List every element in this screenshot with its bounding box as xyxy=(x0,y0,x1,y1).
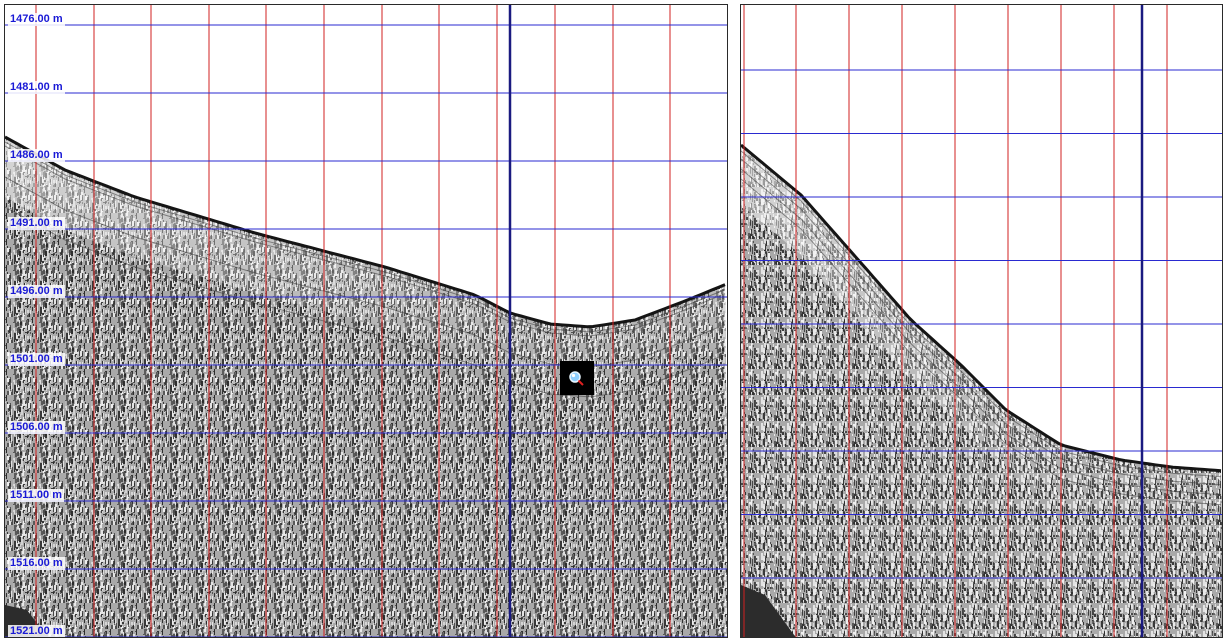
depth-label: 1511.00 m xyxy=(8,489,64,502)
depth-label: 1521.00 m xyxy=(8,625,65,637)
seismic-profile-left-panel[interactable]: 1476.00 m 1481.00 m 1486.00 m 1491.00 m 1496… xyxy=(4,4,728,638)
sub-bottom-reflector xyxy=(5,206,726,398)
seabed-reflector xyxy=(5,135,726,329)
depth-label: 1486.00 m xyxy=(8,149,65,162)
sub-bottom-band xyxy=(5,139,725,387)
magnifier-cursor-icon[interactable] xyxy=(560,361,594,395)
sub-bottom-reflector xyxy=(5,145,726,337)
corner-artifact xyxy=(741,585,796,637)
depth-label: 1496.00 m xyxy=(8,285,65,298)
seismic-profile-right-image xyxy=(741,5,1222,637)
depth-label: 1516.00 m xyxy=(8,557,65,570)
depth-label: 1476.00 m xyxy=(8,13,65,26)
sub-bottom-reflector xyxy=(5,141,726,333)
seismic-profile-left-image xyxy=(5,5,727,637)
depth-label: 1506.00 m xyxy=(8,421,65,434)
seismic-profile-right-panel[interactable] xyxy=(740,4,1223,638)
depth-label: 1481.00 m xyxy=(8,81,65,94)
depth-label: 1501.00 m xyxy=(8,353,65,366)
sub-bottom-band xyxy=(741,147,1221,531)
depth-label: 1491.00 m xyxy=(8,217,65,230)
